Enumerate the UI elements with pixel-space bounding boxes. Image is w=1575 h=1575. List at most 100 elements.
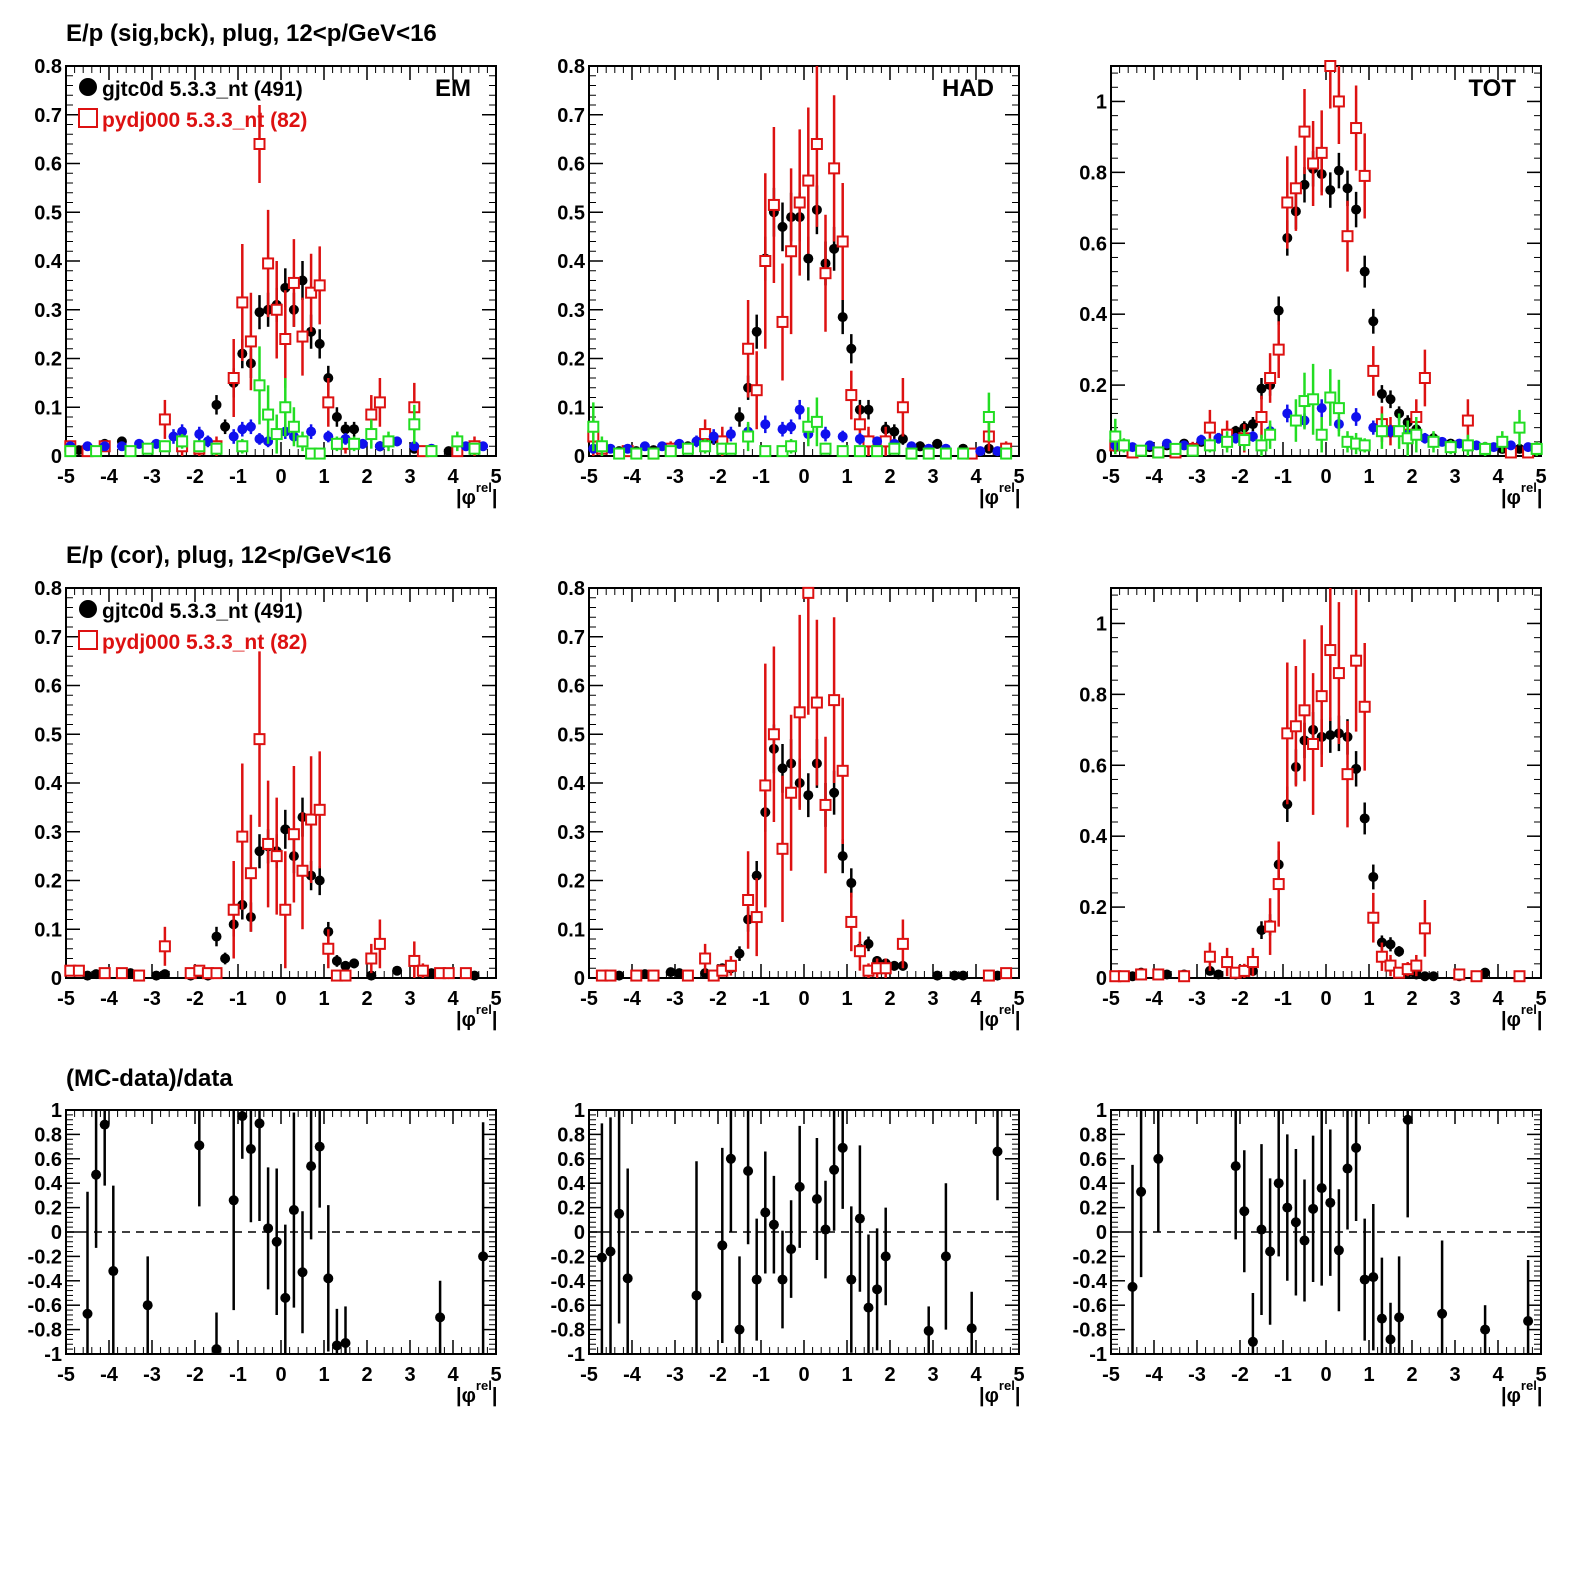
- data-point: [793, 706, 806, 719]
- data-point: [1488, 442, 1499, 453]
- data-point: [699, 952, 712, 965]
- legend-label: gjtc0d 5.3.3_nt (491): [102, 600, 303, 623]
- data-point: [647, 447, 660, 460]
- data-point: [133, 969, 146, 982]
- data-point: [1289, 720, 1302, 733]
- data-point: [922, 447, 935, 460]
- data-point: [940, 1251, 951, 1262]
- x-tick-label: -1: [1274, 1364, 1292, 1386]
- x-tick-label: -5: [1102, 988, 1120, 1010]
- data-point: [776, 315, 789, 328]
- data-point: [1333, 165, 1344, 176]
- y-tick-label: 0.6: [34, 1149, 62, 1171]
- x-tick-label: 1: [1363, 1364, 1374, 1386]
- data-point: [158, 940, 171, 953]
- x-axis-label: |φrel|: [979, 480, 1020, 509]
- series-1: [64, 651, 472, 982]
- x-tick-label: -2: [186, 466, 204, 488]
- data-point: [151, 438, 162, 449]
- data-point: [657, 441, 668, 452]
- data-point: [296, 864, 309, 877]
- data-point: [630, 969, 643, 982]
- data-point: [1368, 422, 1379, 433]
- data-point: [1307, 393, 1320, 406]
- data-point: [1256, 925, 1267, 936]
- x-tick-label: 0: [798, 466, 809, 488]
- data-point: [288, 1205, 299, 1216]
- data-point: [1169, 442, 1182, 455]
- y-tick-label: 0.4: [557, 251, 586, 273]
- data-point: [253, 138, 266, 150]
- x-axis-label: |φrel|: [979, 1378, 1020, 1407]
- y-tick-label: -0.8: [1073, 1320, 1107, 1342]
- data-point: [296, 330, 309, 343]
- data-point: [1000, 967, 1013, 980]
- data-point: [1186, 444, 1199, 457]
- x-tick-label: 2: [1406, 988, 1417, 1010]
- data-point: [236, 830, 249, 843]
- data-point: [863, 404, 874, 415]
- data-point: [1358, 700, 1371, 713]
- data-point: [1505, 440, 1516, 451]
- x-tick-label: -5: [1102, 1364, 1120, 1386]
- data-point: [357, 438, 368, 449]
- data-point: [313, 447, 326, 460]
- data-point: [73, 445, 84, 456]
- data-point: [949, 970, 960, 981]
- series-0: [605, 724, 1003, 981]
- data-point: [1479, 442, 1492, 455]
- data-point: [759, 255, 772, 267]
- data-point: [760, 1207, 771, 1218]
- y-tick-label: 0.8: [34, 56, 62, 78]
- data-point: [915, 441, 926, 452]
- data-point: [1419, 971, 1430, 982]
- x-tick-label: -1: [752, 988, 770, 1010]
- data-point: [176, 435, 189, 448]
- x-tick-label: 3: [927, 1364, 938, 1386]
- data-point: [614, 970, 625, 981]
- series-3: [1109, 363, 1543, 459]
- data-point: [340, 424, 351, 435]
- data-point: [957, 447, 970, 460]
- data-point: [853, 445, 866, 458]
- y-tick-label: 0.6: [34, 676, 62, 698]
- data-point: [220, 953, 231, 964]
- series-1: [1109, 60, 1535, 459]
- data-point: [614, 1208, 625, 1219]
- data-point: [853, 418, 866, 431]
- data-point: [829, 787, 840, 798]
- y-tick-label: -1: [1089, 1344, 1107, 1366]
- panel-top-em: 0 0.1 0.2 0.3 0.4 0.5 0.6 0.7 0.8 -5 -4 -3 -2 -1 0 1 2 3 4…: [34, 56, 501, 509]
- data-point: [443, 446, 454, 457]
- data-point: [254, 1118, 265, 1129]
- data-point: [846, 343, 857, 354]
- data-point: [613, 447, 626, 460]
- data-point: [992, 1146, 1003, 1157]
- x-tick-label: -2: [186, 988, 204, 1010]
- data-point: [1351, 204, 1362, 215]
- data-point: [1332, 667, 1345, 680]
- data-point: [1203, 421, 1216, 434]
- data-point: [1530, 442, 1543, 455]
- data-point: [871, 445, 884, 458]
- data-point: [1480, 1324, 1491, 1335]
- y-tick-label: 0.4: [1079, 1173, 1108, 1195]
- data-point: [724, 959, 737, 972]
- data-point: [1117, 970, 1130, 983]
- data-point: [1127, 1281, 1138, 1292]
- data-point: [836, 764, 849, 777]
- x-tick-label: -2: [709, 1364, 727, 1386]
- data-point: [1161, 438, 1172, 449]
- data-point: [1136, 1186, 1147, 1197]
- data-point: [992, 970, 1003, 981]
- data-point: [348, 437, 361, 450]
- series-1: [595, 586, 1013, 982]
- data-point: [1272, 878, 1285, 891]
- data-point: [819, 442, 832, 455]
- data-point: [279, 401, 292, 414]
- data-point: [674, 968, 685, 979]
- data-point: [1325, 1197, 1336, 1208]
- data-point: [297, 1267, 308, 1278]
- data-point: [1358, 439, 1371, 452]
- data-point: [115, 967, 128, 980]
